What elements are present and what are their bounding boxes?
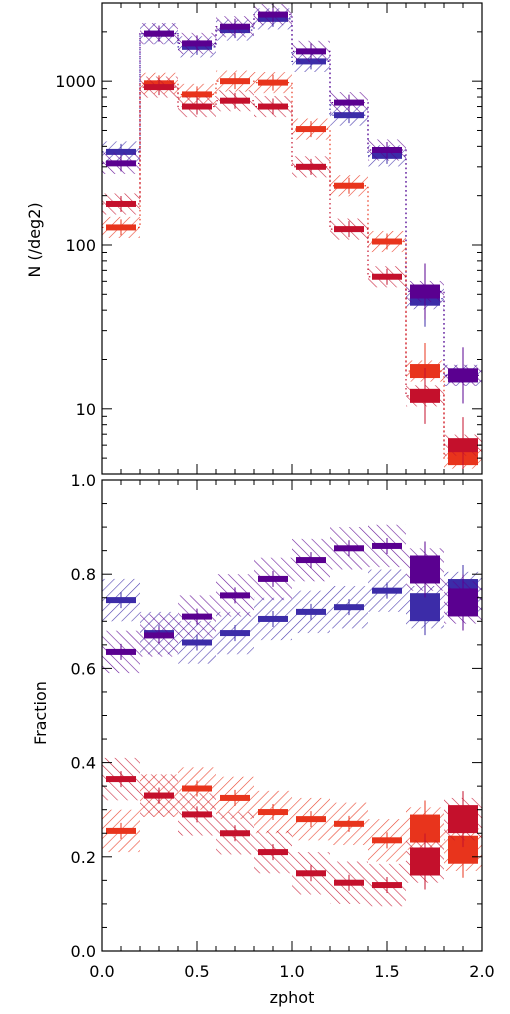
bottom-panel: 0.0 0.5 1.0 1.5 2.0 0.0 0.2 0.4 0.6 0.8 1.0 Fracti… (31, 471, 495, 1007)
xtick-label-2: 1.0 (279, 962, 304, 981)
ytick-label-bottom-0: 0.0 (71, 942, 96, 961)
ytick-label-top-1: 100 (65, 236, 96, 255)
xtick-label-0: 0.0 (89, 962, 114, 981)
top-panel-ylabel: N (/deg2) (25, 202, 44, 277)
ytick-label-bottom-1: 0.2 (71, 848, 96, 867)
xtick-label-4: 2.0 (469, 962, 494, 981)
ytick-label-bottom-3: 0.6 (71, 659, 96, 678)
ytick-label-top-0: 10 (76, 400, 96, 419)
bottom-panel-ylabel: Fraction (31, 681, 50, 745)
top-panel-marks (102, 4, 482, 474)
bottom-panel-frame: 0.0 0.5 1.0 1.5 2.0 0.0 0.2 0.4 0.6 0.8 1.0 (71, 471, 495, 981)
ytick-label-bottom-5: 1.0 (71, 471, 96, 490)
ytick-label-top-2: 1000 (55, 72, 96, 91)
top-panel: 10 100 1000 N (/deg2) (25, 2, 483, 475)
top-panel-frame: 10 100 1000 (55, 2, 483, 475)
ytick-label-bottom-2: 0.4 (71, 754, 96, 773)
xtick-label-3: 1.5 (374, 962, 399, 981)
bottom-panel-marks (102, 524, 482, 907)
step-top-crimson (102, 86, 482, 446)
bottom-panel-xlabel: zphot (270, 988, 315, 1007)
xtick-label-1: 0.5 (184, 962, 209, 981)
ytick-label-bottom-4: 0.8 (71, 565, 96, 584)
